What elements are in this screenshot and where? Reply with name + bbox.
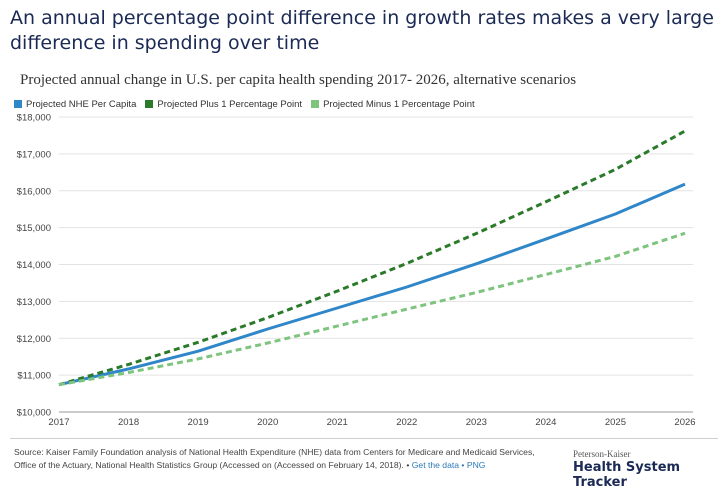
x-tick-label: 2020 <box>257 417 278 428</box>
headline: An annual percentage point difference in… <box>10 7 714 54</box>
y-tick-label: $16,000 <box>17 186 51 197</box>
source-note: Source: Kaiser Family Foundation analysi… <box>14 446 544 471</box>
legend-label-nhe: Projected NHE Per Capita <box>26 98 137 110</box>
source-text: Source: Kaiser Family Foundation analysi… <box>14 447 535 470</box>
legend-label-plus: Projected Plus 1 Percentage Point <box>157 98 303 110</box>
y-tick-label: $18,000 <box>17 113 51 124</box>
x-tick-label: 2021 <box>327 417 348 428</box>
y-tick-label: $13,000 <box>17 297 51 308</box>
x-tick-label: 2018 <box>118 417 139 428</box>
legend-item-plus[interactable]: Projected Plus 1 Percentage Point <box>145 99 302 110</box>
png-link[interactable]: PNG <box>466 459 486 470</box>
legend-swatch-nhe <box>14 100 22 108</box>
legend-swatch-plus <box>145 100 154 108</box>
y-tick-label: $10,000 <box>17 408 51 419</box>
legend-item-nhe[interactable]: Projected NHE Per Capita <box>14 99 136 110</box>
series-line-2 <box>58 231 686 387</box>
series-line-0 <box>58 182 686 387</box>
legend-item-minus[interactable]: Projected Minus 1 Percentage Point <box>311 99 475 110</box>
footer-divider <box>10 438 718 439</box>
y-tick-label: $17,000 <box>17 149 51 160</box>
brand-main: Health System Tracker <box>573 460 681 490</box>
x-tick-label: 2019 <box>188 417 209 428</box>
y-tick-label: $11,000 <box>17 371 51 382</box>
x-tick-label: 2017 <box>48 417 69 428</box>
y-tick-label: $12,000 <box>17 334 51 345</box>
x-tick-label: 2026 <box>674 417 695 428</box>
legend-label-minus: Projected Minus 1 Percentage Point <box>323 98 475 110</box>
get-data-link[interactable]: Get the data <box>411 459 460 470</box>
chart-title: Projected annual change in U.S. per capi… <box>20 72 577 88</box>
x-tick-label: 2024 <box>535 417 556 428</box>
x-tick-label: 2022 <box>396 417 417 428</box>
legend-swatch-minus <box>311 100 320 108</box>
series-line-1 <box>58 129 686 387</box>
x-tick-label: 2023 <box>466 417 487 428</box>
legend: Projected NHE Per Capita Projected Plus … <box>14 97 484 111</box>
y-tick-label: $15,000 <box>17 223 51 234</box>
link-separator: • <box>459 459 467 470</box>
brand-top: Peterson-Kaiser <box>573 449 631 459</box>
y-tick-label: $14,000 <box>17 260 51 271</box>
x-tick-label: 2025 <box>605 417 626 428</box>
brand-logo: Peterson-Kaiser Health System Tracker <box>573 449 728 490</box>
